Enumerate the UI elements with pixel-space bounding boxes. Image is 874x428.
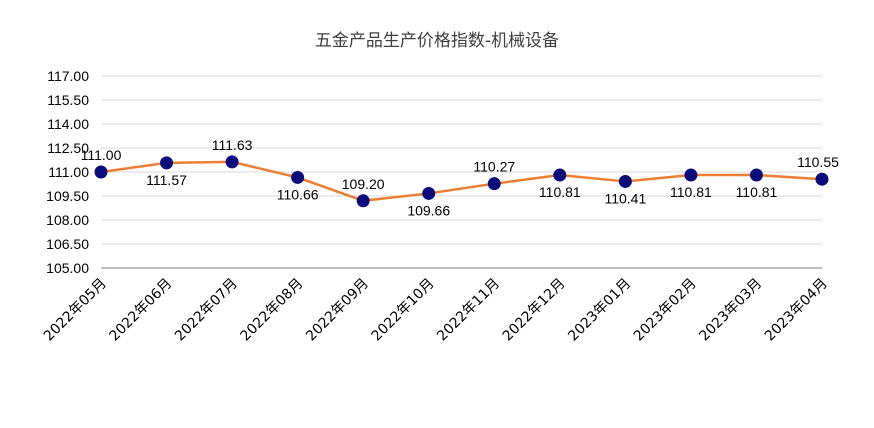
data-label: 111.57	[146, 172, 187, 188]
data-point	[553, 168, 567, 182]
data-label: 110.81	[539, 184, 581, 200]
chart-title: 五金产品生产价格指数-机械设备	[315, 31, 559, 51]
data-point	[749, 168, 763, 182]
y-tick-label: 108.00	[46, 212, 89, 228]
data-labels: 111.00 111.57 111.63 110.66 109.20 109.66 110.…	[81, 137, 839, 219]
y-tick-label: 111.00	[48, 164, 89, 180]
data-point	[160, 156, 174, 170]
x-tick-label: 2022年09月	[303, 276, 372, 345]
x-tick-label: 2023年03月	[696, 276, 765, 345]
data-point	[291, 170, 305, 184]
data-point	[684, 168, 698, 182]
y-tick-label: 106.50	[46, 236, 89, 252]
data-label: 109.20	[342, 176, 385, 192]
x-tick-label: 2022年10月	[369, 276, 438, 345]
data-point	[815, 172, 829, 186]
x-tick-label: 2022年08月	[238, 276, 307, 345]
data-point	[94, 165, 108, 179]
y-tick-label: 105.00	[46, 260, 89, 276]
x-tick-label: 2023年01月	[565, 276, 634, 345]
series-line-group	[94, 155, 829, 208]
series-line	[100, 160, 823, 203]
data-point	[356, 194, 370, 208]
x-tick-label: 2022年11月	[434, 276, 503, 345]
data-label: 110.55	[797, 154, 839, 170]
gridlines	[101, 75, 822, 269]
y-axis: 105.00 106.50 108.00 109.50 111.00 112.50 114.…	[46, 68, 89, 276]
x-tick-label: 2022年06月	[106, 276, 175, 345]
data-label: 110.81	[670, 184, 712, 200]
x-tick-label: 2022年12月	[500, 276, 569, 345]
y-tick-label: 109.50	[46, 188, 89, 204]
data-label: 110.27	[473, 159, 515, 175]
data-point	[422, 186, 436, 200]
data-label: 111.00	[81, 147, 122, 163]
y-tick-label: 114.00	[47, 116, 89, 132]
y-tick-label: 115.50	[47, 92, 89, 108]
x-axis: 2022年05月2022年06月2022年07月2022年08月2022年09月…	[41, 276, 831, 345]
data-label: 110.66	[277, 186, 319, 202]
data-point	[487, 177, 501, 191]
data-point	[225, 155, 239, 169]
data-label: 111.63	[212, 137, 253, 153]
data-label: 110.41	[604, 190, 646, 206]
x-tick-label: 2022年07月	[172, 276, 241, 345]
data-label: 110.81	[736, 184, 778, 200]
y-tick-label: 112.50	[47, 140, 89, 156]
x-tick-label: 2023年02月	[631, 276, 700, 345]
x-tick-label: 2022年05月	[41, 276, 110, 345]
y-tick-label: 117.00	[47, 68, 89, 84]
x-tick-label: 2023年04月	[762, 276, 831, 345]
data-point	[618, 174, 632, 188]
data-label: 109.66	[407, 202, 450, 218]
